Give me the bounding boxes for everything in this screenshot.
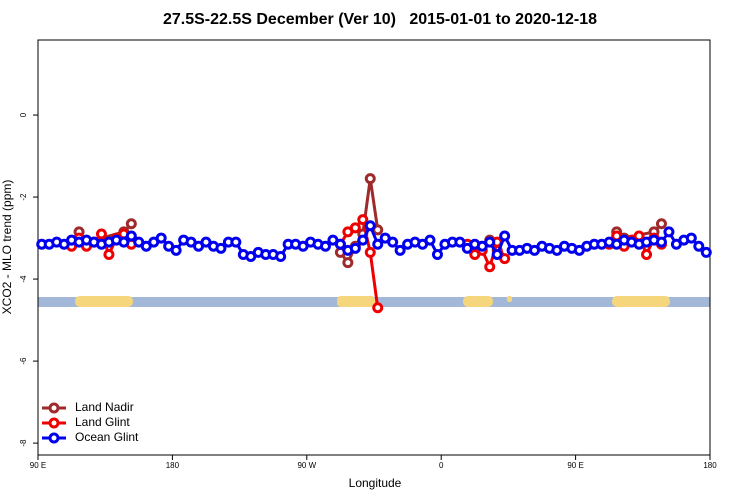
point bbox=[349, 242, 361, 254]
y-tick-label: -8 bbox=[19, 439, 28, 447]
map-strip bbox=[38, 296, 710, 307]
point bbox=[319, 240, 331, 252]
point bbox=[125, 230, 137, 242]
point bbox=[334, 238, 346, 250]
x-tick-label: 90 W bbox=[297, 461, 316, 470]
point bbox=[387, 236, 399, 248]
point bbox=[663, 226, 675, 238]
point bbox=[424, 234, 436, 246]
point bbox=[357, 214, 369, 226]
legend-label: Ocean Glint bbox=[75, 430, 139, 444]
point bbox=[357, 234, 369, 246]
x-tick-label: 180 bbox=[703, 461, 717, 470]
point bbox=[215, 242, 227, 254]
point bbox=[155, 232, 167, 244]
y-tick-label: -2 bbox=[19, 193, 28, 201]
point bbox=[103, 248, 115, 260]
y-tick-label: -6 bbox=[19, 357, 28, 365]
point bbox=[491, 248, 503, 260]
y-tick-label: -4 bbox=[19, 275, 28, 283]
point bbox=[118, 236, 130, 248]
y-axis-label: XCO2 - MLO trend (ppm) bbox=[0, 180, 14, 315]
y-tick-label: 0 bbox=[19, 112, 28, 117]
point bbox=[700, 246, 712, 258]
x-tick-label: 90 E bbox=[30, 461, 46, 470]
point bbox=[170, 244, 182, 256]
point bbox=[499, 230, 511, 242]
point bbox=[230, 236, 242, 248]
point bbox=[364, 246, 376, 258]
point bbox=[125, 218, 137, 230]
chart-title: 27.5S-22.5S December (Ver 10) 2015-01-01… bbox=[163, 11, 597, 28]
point bbox=[454, 236, 466, 248]
point bbox=[685, 232, 697, 244]
x-axis-label: Longitude bbox=[349, 476, 402, 490]
point bbox=[95, 228, 107, 240]
legend-label: Land Nadir bbox=[75, 400, 134, 414]
point bbox=[484, 261, 496, 273]
point bbox=[394, 244, 406, 256]
point bbox=[275, 251, 287, 263]
point bbox=[372, 302, 384, 314]
x-tick-label: 90 E bbox=[567, 461, 583, 470]
legend-marker bbox=[48, 432, 60, 444]
point bbox=[655, 236, 667, 248]
legend-marker bbox=[48, 402, 60, 414]
x-tick-label: 180 bbox=[166, 461, 180, 470]
legend-marker bbox=[48, 417, 60, 429]
point bbox=[693, 240, 705, 252]
point bbox=[641, 248, 653, 260]
point bbox=[364, 220, 376, 232]
point bbox=[372, 238, 384, 250]
point bbox=[431, 248, 443, 260]
point bbox=[655, 218, 667, 230]
point bbox=[364, 173, 376, 185]
point bbox=[349, 222, 361, 234]
point bbox=[484, 236, 496, 248]
point bbox=[342, 257, 354, 269]
legend-label: Land Glint bbox=[75, 415, 130, 429]
x-tick-label: 0 bbox=[439, 461, 444, 470]
